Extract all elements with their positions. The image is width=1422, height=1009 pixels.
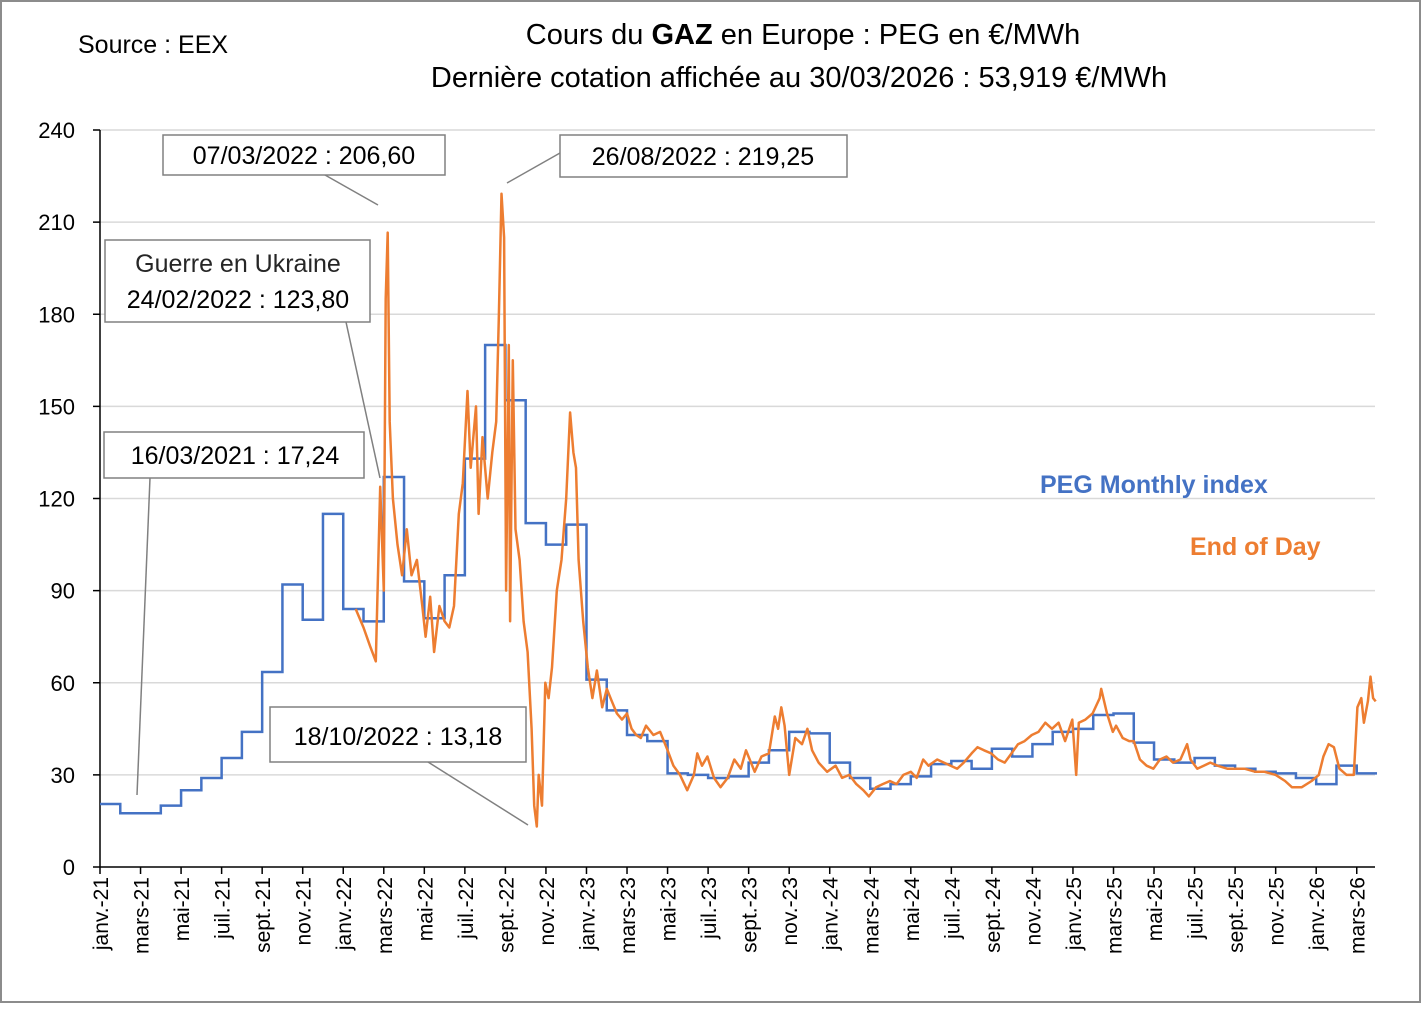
y-axis-ticks: 0 30 60 90 120 150 180 210 240 — [38, 118, 100, 880]
y-tick-label: 180 — [38, 302, 75, 327]
x-tick-label: mars-25 — [1104, 877, 1127, 954]
annotation-peak-march: 07/03/2022 : 206,60 — [162, 134, 446, 206]
y-tick-label: 150 — [38, 394, 75, 419]
x-tick-label: nov.-23 — [779, 877, 802, 946]
title-prefix: Cours du — [526, 19, 652, 51]
annotation-peak-august: 26/08/2022 : 219,25 — [506, 134, 848, 184]
annotation-text-line2: 24/02/2022 : 123,80 — [127, 286, 349, 314]
x-tick-label: juil.-25 — [1185, 877, 1208, 940]
x-axis-ticks: janv.-21 mars-21 mai-21 juil.-21 sept.-21 nov… — [90, 867, 1370, 954]
x-tick-label: sept.-21 — [252, 877, 275, 953]
x-tick-label: mai-22 — [414, 877, 437, 941]
x-tick-label: sept.-25 — [1225, 877, 1248, 953]
title-bold: GAZ — [652, 19, 713, 51]
x-tick-label: mars-22 — [374, 877, 397, 954]
annotation-text: 26/08/2022 : 219,25 — [592, 143, 814, 171]
chart-title-line2: Dernière cotation affichée au 30/03/2026… — [431, 62, 1167, 94]
x-tick-label: mars-26 — [1347, 877, 1370, 954]
x-tick-label: juil.-22 — [455, 877, 478, 940]
y-tick-label: 120 — [38, 487, 75, 512]
x-tick-label: janv.-23 — [576, 877, 599, 951]
x-tick-label: janv.-24 — [820, 877, 843, 951]
x-tick-label: juil.-21 — [212, 877, 235, 940]
x-tick-label: janv.-26 — [1306, 877, 1329, 951]
x-tick-label: janv.-21 — [90, 877, 113, 951]
annotation-text: 16/03/2021 : 17,24 — [131, 442, 340, 470]
gridlines — [100, 129, 1375, 776]
y-tick-label: 60 — [51, 671, 75, 696]
y-tick-label: 240 — [38, 118, 75, 143]
annotation-text: 18/10/2022 : 13,18 — [294, 723, 503, 751]
x-tick-label: juil.-23 — [698, 877, 721, 940]
x-tick-label: mars-23 — [617, 877, 640, 954]
x-tick-label: sept.-24 — [982, 877, 1005, 953]
annotation-low-2022: 18/10/2022 : 13,18 — [269, 706, 529, 826]
x-tick-label: mai-21 — [171, 877, 194, 941]
x-tick-label: juil.-24 — [941, 877, 964, 940]
x-tick-label: mars-24 — [860, 877, 883, 954]
y-tick-label: 90 — [51, 579, 75, 604]
x-tick-label: janv.-25 — [1063, 877, 1086, 951]
x-tick-label: janv.-22 — [333, 877, 356, 951]
x-tick-label: mai-23 — [658, 877, 681, 941]
annotation-text-line1: Guerre en Ukraine — [135, 250, 341, 278]
annotation-low-2021: 16/03/2021 : 17,24 — [103, 431, 365, 796]
y-tick-label: 0 — [63, 855, 75, 880]
series-end-of-day — [354, 192, 1377, 828]
x-tick-label: mai-24 — [901, 877, 924, 942]
title-suffix: en Europe : PEG en €/MWh — [713, 19, 1081, 51]
legend-eod: End of Day — [1190, 533, 1321, 561]
x-tick-label: nov.-21 — [293, 877, 316, 946]
x-tick-label: mai-25 — [1144, 877, 1167, 941]
chart-title-line1: Cours du GAZ en Europe : PEG en €/MWh — [526, 19, 1080, 51]
annotation-war-ukraine: Guerre en Ukraine 24/02/2022 : 123,80 — [104, 239, 381, 479]
x-tick-label: nov.-25 — [1266, 877, 1289, 946]
x-tick-label: nov.-22 — [536, 877, 559, 946]
source-label: Source : EEX — [78, 31, 228, 59]
x-tick-label: mars-21 — [131, 877, 154, 954]
x-tick-label: nov.-24 — [1022, 877, 1045, 946]
annotation-text: 07/03/2022 : 206,60 — [193, 142, 415, 170]
x-tick-label: sept.-22 — [495, 877, 518, 953]
y-tick-label: 210 — [38, 210, 75, 235]
legend-monthly: PEG Monthly index — [1040, 471, 1268, 499]
y-tick-label: 30 — [51, 763, 75, 788]
x-tick-label: sept.-23 — [739, 877, 762, 953]
